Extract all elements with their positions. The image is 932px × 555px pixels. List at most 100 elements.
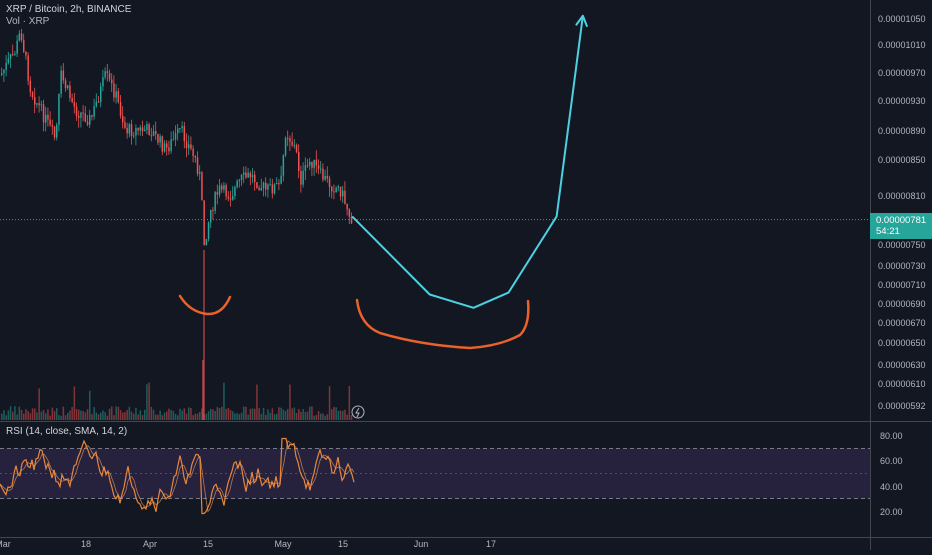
volume-bar <box>73 386 76 420</box>
volume-bar <box>45 413 47 420</box>
volume-bar <box>273 414 276 420</box>
support-curve-small <box>178 294 232 316</box>
candle-body <box>146 124 148 130</box>
rsi-legend[interactable]: RSI (14, close, SMA, 14, 2) <box>6 426 128 437</box>
volume-bar <box>60 415 62 420</box>
volume-bar <box>181 410 183 420</box>
volume-bar <box>82 410 84 420</box>
volume-bar <box>117 406 120 420</box>
volume-bar <box>183 408 186 420</box>
candle-body <box>232 196 234 200</box>
time-tick-label: Jun <box>414 539 429 549</box>
volume-bar <box>249 408 252 420</box>
candle-body <box>238 179 241 181</box>
volume-bar <box>113 415 115 420</box>
candle-body <box>155 131 157 134</box>
volume-bar <box>95 412 98 420</box>
volume-bar <box>302 408 304 420</box>
volume-bar <box>254 408 256 420</box>
volume-bar <box>331 409 333 420</box>
volume-bar <box>346 414 348 420</box>
volume-bar <box>146 384 148 420</box>
symbol-legend[interactable]: XRP / Bitcoin, 2h, BINANCE <box>6 4 132 15</box>
candle-body <box>36 103 38 105</box>
candle-body <box>199 172 201 174</box>
candle-body <box>223 185 225 190</box>
rsi-tick-label: 40.00 <box>880 482 903 492</box>
volume-bar <box>267 409 269 420</box>
volume-bar <box>212 409 214 420</box>
volume-bar <box>122 412 124 420</box>
candle-body <box>212 209 214 211</box>
volume-bar <box>141 415 144 420</box>
candle-body <box>216 192 219 195</box>
volume-legend[interactable]: Vol · XRP <box>6 16 50 27</box>
candle-body <box>137 127 139 131</box>
candle-body <box>210 209 212 223</box>
volume-bar <box>315 415 318 420</box>
volume-bar <box>56 408 58 420</box>
volume-bar <box>199 412 201 420</box>
volume-bar <box>262 407 265 420</box>
candle-body <box>60 70 62 94</box>
volume-bar <box>91 414 93 420</box>
volume-bar <box>40 411 43 420</box>
volume-bar <box>227 407 230 420</box>
volume-bar <box>247 414 249 420</box>
volume-bar <box>49 415 51 420</box>
candle-body <box>172 139 175 141</box>
volume-bar <box>179 408 181 420</box>
volume-bar <box>93 406 95 420</box>
volume-bar <box>293 407 296 420</box>
volume-bar <box>64 415 67 420</box>
volume-bar <box>51 407 54 420</box>
candle-body <box>346 203 348 210</box>
volume-bar <box>256 384 258 420</box>
candle-body <box>67 85 69 89</box>
candle-body <box>260 187 263 191</box>
candle-body <box>152 131 155 136</box>
candle-body <box>133 135 135 137</box>
volume-bar <box>86 409 89 420</box>
volume-bar <box>236 413 238 420</box>
candle-body <box>106 71 109 73</box>
candle-body <box>309 161 311 166</box>
volume-bar <box>20 409 23 420</box>
candle-body <box>269 184 271 186</box>
rsi-tick-label: 60.00 <box>880 456 903 466</box>
candle-body <box>196 157 199 174</box>
candle-body <box>126 127 128 134</box>
candle-body <box>128 124 131 134</box>
candle-body <box>84 113 87 122</box>
volume-bar <box>124 412 126 420</box>
candle-body <box>1 73 3 75</box>
last-price-value: 0.00000781 <box>876 215 927 226</box>
candle-body <box>185 141 188 149</box>
candle-body <box>203 200 205 246</box>
volume-bar <box>67 412 69 420</box>
candle-body <box>117 91 120 103</box>
candle-body <box>9 54 12 59</box>
volume-bar <box>300 411 302 420</box>
volume-bar <box>168 408 170 420</box>
candle-body <box>130 124 133 136</box>
volume-bar <box>34 408 36 420</box>
price-tick-label: 0.00000670 <box>878 318 926 328</box>
volume-bar <box>240 412 243 420</box>
candle-body <box>328 178 331 187</box>
volume-bar <box>133 413 135 420</box>
candle-body <box>293 145 296 147</box>
volume-bar <box>328 386 331 420</box>
candle-body <box>194 156 197 158</box>
volume-bar <box>111 406 113 420</box>
candle-body <box>247 172 249 178</box>
price-tick-label: 0.00000730 <box>878 261 926 271</box>
candle-body <box>267 184 269 190</box>
candle-body <box>324 175 326 180</box>
candle-body <box>69 85 71 98</box>
candle-body <box>174 133 177 140</box>
volume-bar <box>102 410 104 420</box>
candle-body <box>304 165 307 171</box>
